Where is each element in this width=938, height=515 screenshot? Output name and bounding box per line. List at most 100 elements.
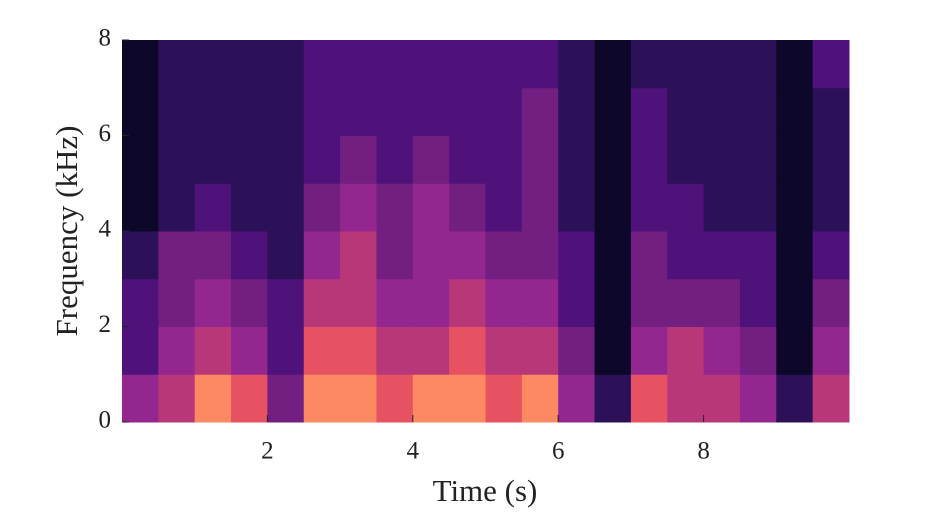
y-tick-label: 2 xyxy=(99,311,112,338)
x-tick-label: 2 xyxy=(261,438,274,465)
spectrogram-cell xyxy=(412,326,450,375)
spectrogram-cell xyxy=(776,374,814,423)
spectrogram-cell xyxy=(449,40,486,89)
spectrogram-cell xyxy=(194,183,232,232)
spectrogram-cell xyxy=(303,87,341,136)
spectrogram-cell xyxy=(703,231,741,280)
spectrogram-cell xyxy=(485,231,523,280)
spectrogram-cell xyxy=(521,326,559,375)
spectrogram-cell xyxy=(703,374,741,423)
spectrogram-cell xyxy=(812,183,850,232)
spectrogram-cell xyxy=(558,231,596,280)
spectrogram-cell xyxy=(485,40,523,89)
spectrogram-cell xyxy=(412,278,450,327)
spectrogram-cell xyxy=(267,183,305,232)
x-tick-label: 6 xyxy=(552,438,565,465)
spectrogram-cell xyxy=(267,231,305,280)
spectrogram-cell xyxy=(776,326,814,375)
spectrogram-cell xyxy=(521,40,559,89)
spectrogram-cell xyxy=(485,326,523,375)
spectrogram-cell xyxy=(776,183,814,232)
spectrogram-cell xyxy=(449,87,486,136)
spectrogram-cell xyxy=(158,40,196,89)
spectrogram-cell xyxy=(558,87,596,136)
spectrogram-cell xyxy=(303,278,341,327)
spectrogram-cell xyxy=(231,40,268,89)
spectrogram-cell xyxy=(594,231,632,280)
spectrogram-cell xyxy=(267,87,305,136)
spectrogram-cell xyxy=(303,183,341,232)
spectrogram-cell xyxy=(667,231,705,280)
spectrogram-cell xyxy=(449,183,486,232)
spectrogram-cell xyxy=(267,278,305,327)
spectrogram-cell xyxy=(485,278,523,327)
spectrogram-cell xyxy=(412,231,450,280)
spectrogram-cell xyxy=(412,374,450,423)
spectrogram-cell xyxy=(594,278,632,327)
spectrogram-cell xyxy=(376,87,414,136)
spectrogram-cell xyxy=(412,87,450,136)
spectrogram-cell xyxy=(376,40,414,89)
spectrogram-cell xyxy=(630,87,668,136)
spectrogram-cell xyxy=(412,40,450,89)
spectrogram-cell xyxy=(667,183,705,232)
spectrogram-cell xyxy=(776,87,814,136)
spectrogram-cell xyxy=(485,135,523,184)
spectrogram-cell xyxy=(812,87,850,136)
spectrogram-cell xyxy=(340,135,377,184)
spectrogram-cell xyxy=(303,374,341,423)
spectrogram-cell xyxy=(667,374,705,423)
spectrogram-cell xyxy=(340,326,377,375)
y-tick-label: 8 xyxy=(99,25,112,52)
spectrogram-cell xyxy=(485,87,523,136)
spectrogram-cell xyxy=(739,183,777,232)
spectrogram-cell xyxy=(303,326,341,375)
spectrogram-cell xyxy=(812,40,850,89)
y-tick-label: 6 xyxy=(99,120,112,147)
spectrogram-cell xyxy=(594,87,632,136)
spectrogram-cell xyxy=(703,135,741,184)
spectrogram-cell xyxy=(703,278,741,327)
spectrogram-cell xyxy=(594,326,632,375)
spectrogram-cell xyxy=(558,374,596,423)
spectrogram-cell xyxy=(340,183,377,232)
spectrogram-cell xyxy=(449,278,486,327)
spectrogram-cell xyxy=(122,374,159,423)
spectrogram-cell xyxy=(231,231,268,280)
spectrogram-cell xyxy=(776,278,814,327)
spectrogram-cell xyxy=(340,87,377,136)
spectrogram-cell xyxy=(194,326,232,375)
spectrogram-cell xyxy=(703,40,741,89)
spectrogram-cell xyxy=(267,374,305,423)
spectrogram-cell xyxy=(630,135,668,184)
spectrogram-cell xyxy=(122,87,159,136)
spectrogram-cell xyxy=(558,183,596,232)
spectrogram-cell xyxy=(376,374,414,423)
spectrogram-cell xyxy=(739,278,777,327)
x-tick-label: 8 xyxy=(697,438,710,465)
spectrogram-cell xyxy=(485,183,523,232)
spectrogram-cell xyxy=(194,278,232,327)
spectrogram-cell xyxy=(158,135,196,184)
spectrogram-cell xyxy=(303,231,341,280)
spectrogram-cell xyxy=(231,374,268,423)
spectrogram-cell xyxy=(340,374,377,423)
spectrogram-cell xyxy=(449,135,486,184)
spectrogram-cell xyxy=(739,374,777,423)
spectrogram-cell xyxy=(667,40,705,89)
spectrogram-cell xyxy=(521,231,559,280)
spectrogram-cell xyxy=(194,231,232,280)
spectrogram-cell xyxy=(158,231,196,280)
spectrogram-cell xyxy=(485,374,523,423)
spectrogram-cell xyxy=(521,87,559,136)
spectrogram-cell xyxy=(376,183,414,232)
spectrogram-cell xyxy=(231,326,268,375)
spectrogram-cell xyxy=(303,135,341,184)
spectrogram-cell xyxy=(122,231,159,280)
spectrogram-cell xyxy=(630,40,668,89)
spectrogram-cell xyxy=(776,231,814,280)
spectrogram-cell xyxy=(376,135,414,184)
spectrogram-cell xyxy=(122,135,159,184)
spectrogram-cell xyxy=(812,278,850,327)
